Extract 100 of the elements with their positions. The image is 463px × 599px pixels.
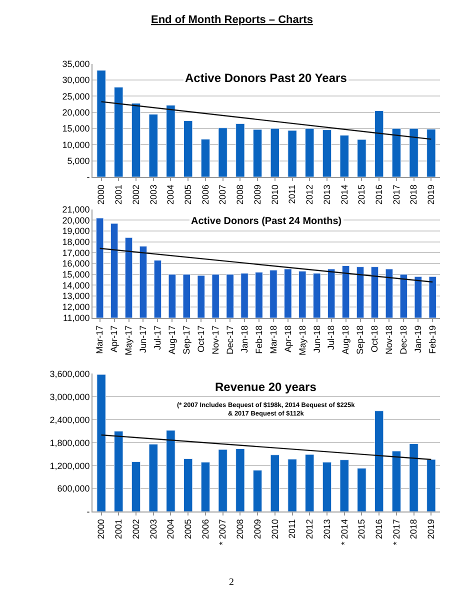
y-tick-label: 21,000 [62, 204, 90, 215]
x-tick-label: Jul-17 [152, 325, 163, 350]
text: 2 [229, 577, 234, 588]
x-tick-label: 2003 [148, 519, 158, 540]
x-tick-label: Jan-19 [413, 325, 424, 353]
y-tick-label: 14,000 [62, 280, 90, 290]
x-tick-label: 2000 [96, 184, 106, 205]
bar [270, 454, 280, 512]
y-tick-label: - [86, 172, 90, 182]
y-tick-label: 30,000 [62, 75, 90, 86]
bar [252, 129, 262, 177]
bar [426, 459, 436, 512]
x-tick-label: 2004 [166, 519, 176, 540]
x-tick-label: 2012 [304, 184, 315, 205]
x-tick-label: 2001 [114, 184, 124, 205]
y-tick-label: 2,400,000 [50, 414, 90, 425]
x-tick-label: Jul-18 [326, 325, 336, 350]
y-tick-label: 15,000 [62, 270, 90, 280]
bar [357, 468, 366, 512]
bar [409, 444, 418, 512]
x-tick-label: Apr-18 [282, 325, 293, 352]
x-tick-label: Aug-18 [340, 325, 351, 354]
x-tick-label: Sep-18 [355, 325, 366, 354]
y-tick-label: 3,600,000 [50, 368, 90, 379]
x-tick-label: 2008 [235, 184, 246, 205]
y-tick-label: 13,000 [62, 291, 90, 302]
y-tick-label: 11,000 [62, 312, 90, 323]
y-tick-label: 5,000 [67, 156, 90, 166]
bar [236, 123, 245, 177]
x-tick-label: 2008 [235, 519, 246, 540]
bar [236, 448, 245, 512]
x-tick-label: 2018 [408, 519, 419, 540]
x-tick-label: 2012 [304, 519, 315, 540]
x-tick-label: * 2014 [339, 519, 350, 546]
y-tick-label: 600,000 [57, 484, 90, 494]
y-tick-label: 1,800,000 [50, 438, 90, 448]
x-tick-label: 2005 [183, 519, 194, 540]
x-tick-label: 2010 [270, 184, 280, 205]
x-tick-label: 2001 [114, 519, 124, 540]
x-tick-label: * 2017 [391, 519, 402, 546]
x-tick-label: Jun-17 [138, 325, 148, 353]
y-tick-label: 16,000 [62, 258, 90, 269]
x-tick-label: Sep-17 [182, 325, 192, 354]
x-tick-label: Apr-17 [109, 325, 120, 352]
x-tick-label: Feb-18 [254, 325, 264, 354]
y-tick-label: 15,000 [62, 124, 90, 134]
bar [218, 128, 228, 177]
bar [426, 128, 436, 177]
y-tick-label: 3,000,000 [50, 392, 90, 402]
x-tick-label: 2002 [130, 519, 141, 540]
bar [374, 110, 384, 177]
x-tick-label: 2014 [339, 184, 350, 205]
y-tick-label: 12,000 [62, 302, 90, 312]
x-tick-label: Jun-18 [312, 325, 322, 353]
bar [218, 449, 228, 512]
text: Active Donors Past 20 Years [185, 71, 348, 85]
bar [96, 70, 106, 177]
bar [322, 130, 332, 177]
x-tick-label: 2002 [130, 184, 141, 205]
x-tick-label: Oct-18 [370, 325, 380, 352]
x-tick-label: 2007 [218, 184, 228, 205]
x-tick-label: Mar-17 [94, 325, 105, 354]
x-tick-label: May-18 [297, 325, 308, 356]
x-tick-label: 2011 [287, 184, 298, 204]
y-tick-label: 20,000 [62, 215, 90, 226]
x-tick-label: 2004 [166, 184, 176, 205]
bar [288, 130, 297, 177]
bar [200, 462, 210, 512]
x-tick-label: 2013 [322, 184, 332, 205]
bar [305, 454, 314, 512]
bar [305, 128, 314, 177]
y-tick-label: 1,200,000 [50, 460, 90, 471]
bar [166, 105, 176, 177]
bar [340, 135, 349, 177]
x-tick-label: 2017 [391, 184, 402, 205]
bar [270, 128, 280, 177]
bar [148, 114, 158, 177]
bar [148, 444, 158, 512]
x-tick-label: 2000 [96, 519, 106, 540]
text: Active Donors (Past 24 Months) [191, 216, 342, 227]
x-tick-label: May-17 [124, 325, 134, 356]
x-tick-label: 2015 [356, 184, 367, 205]
x-tick-label: 2006 [200, 184, 210, 205]
bar [340, 460, 349, 512]
y-tick-label: 20,000 [62, 108, 90, 118]
bar [184, 458, 193, 512]
bar [357, 139, 366, 177]
text: End of Month Reports – Charts [151, 14, 313, 26]
bar [184, 120, 193, 177]
bar [409, 128, 418, 177]
x-tick-label: 2018 [408, 184, 419, 205]
bar [392, 450, 402, 512]
x-tick-label: Dec-17 [224, 325, 235, 354]
x-tick-label: * 2007 [218, 519, 228, 546]
x-tick-label: 2010 [270, 519, 280, 540]
bar [131, 462, 141, 512]
x-tick-label: Feb-19 [428, 325, 438, 354]
x-tick-label: 2019 [426, 184, 436, 205]
bar [166, 430, 176, 512]
x-tick-label: 2009 [252, 519, 262, 540]
